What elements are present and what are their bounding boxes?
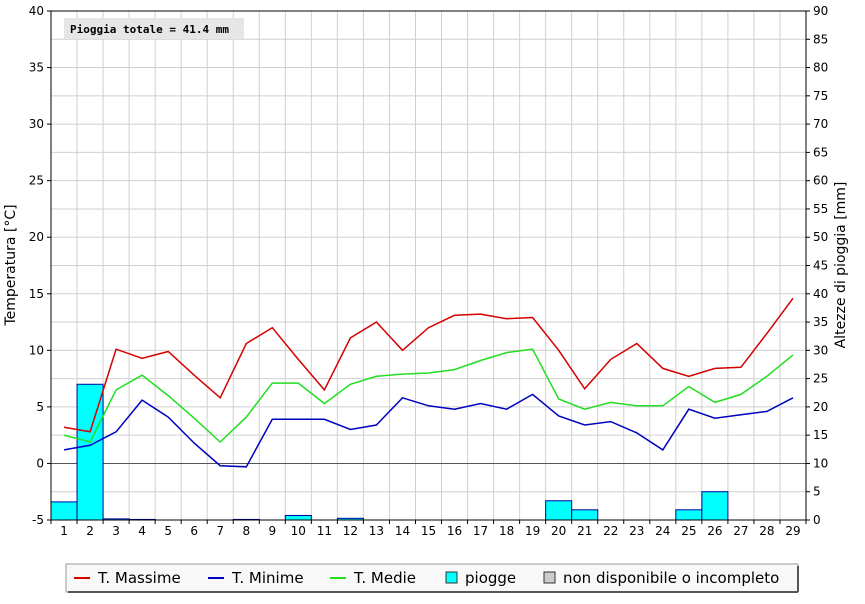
right-tick-label: 30 — [813, 343, 828, 357]
temperature-lines — [63, 297, 794, 468]
right-tick-label: 65 — [813, 145, 828, 159]
right-tick-label: 60 — [813, 174, 828, 188]
right-tick-label: 15 — [813, 428, 828, 442]
right-tick-label: 0 — [813, 513, 821, 527]
left-tick-label: 10 — [29, 343, 44, 357]
x-tick-label: 10 — [291, 524, 306, 538]
x-tick-label: 25 — [681, 524, 696, 538]
x-tick-label: 23 — [629, 524, 644, 538]
x-tick-label: 28 — [759, 524, 774, 538]
left-tick-label: 25 — [29, 174, 44, 188]
x-tick-label: 26 — [707, 524, 722, 538]
axes: -505101520253035400510152025303540455055… — [29, 4, 829, 538]
x-tick-label: 13 — [369, 524, 384, 538]
legend-label: T. Medie — [353, 569, 416, 587]
legend-swatch-box — [543, 571, 556, 584]
x-tick-label: 3 — [112, 524, 120, 538]
x-tick-label: 11 — [317, 524, 332, 538]
left-axis-title: Temperatura [°C] — [3, 204, 19, 326]
x-tick-label: 5 — [164, 524, 172, 538]
legend-label: T. Massime — [97, 569, 181, 587]
legend-label: non disponibile o incompleto — [563, 569, 779, 587]
series-line — [63, 297, 794, 433]
left-tick-label: 15 — [29, 287, 44, 301]
x-tick-label: 9 — [268, 524, 276, 538]
x-tick-label: 24 — [655, 524, 670, 538]
right-tick-label: 50 — [813, 230, 828, 244]
x-tick-label: 7 — [216, 524, 224, 538]
rain-bar — [50, 501, 78, 521]
series-line — [63, 348, 794, 444]
right-tick-label: 45 — [813, 259, 828, 273]
right-tick-label: 25 — [813, 372, 828, 386]
right-tick-label: 20 — [813, 400, 828, 414]
right-tick-label: 90 — [813, 4, 828, 18]
left-tick-label: -5 — [32, 513, 44, 527]
right-tick-label: 55 — [813, 202, 828, 216]
legend-swatch-box — [445, 571, 458, 584]
legend-label: piogge — [465, 569, 516, 587]
x-tick-label: 21 — [577, 524, 592, 538]
annotation-box: Pioggia totale = 41.4 mm — [64, 18, 244, 39]
x-tick-label: 19 — [525, 524, 540, 538]
right-tick-label: 80 — [813, 61, 828, 75]
x-tick-label: 14 — [395, 524, 410, 538]
right-axis-title: Altezze di pioggia [mm] — [833, 182, 849, 349]
x-tick-label: 22 — [603, 524, 618, 538]
x-tick-label: 4 — [138, 524, 146, 538]
x-tick-label: 15 — [421, 524, 436, 538]
right-tick-label: 10 — [813, 456, 828, 470]
right-tick-label: 5 — [813, 485, 821, 499]
rain-bar — [675, 509, 703, 521]
right-tick-label: 70 — [813, 117, 828, 131]
right-tick-label: 85 — [813, 32, 828, 46]
x-tick-label: 27 — [733, 524, 748, 538]
x-tick-label: 17 — [473, 524, 488, 538]
x-tick-label: 8 — [242, 524, 250, 538]
left-tick-label: 5 — [36, 400, 44, 414]
x-tick-label: 12 — [343, 524, 358, 538]
left-tick-label: 35 — [29, 61, 44, 75]
left-tick-label: 20 — [29, 230, 44, 244]
legend-label: T. Minime — [231, 569, 304, 587]
x-tick-label: 20 — [551, 524, 566, 538]
left-tick-label: 40 — [29, 4, 44, 18]
x-tick-label: 18 — [499, 524, 514, 538]
grid — [50, 10, 807, 521]
series-line — [63, 393, 794, 468]
right-tick-label: 75 — [813, 89, 828, 103]
total-rain-annotation: Pioggia totale = 41.4 mm — [70, 23, 229, 36]
rain-bar — [545, 500, 573, 521]
rain-bar — [571, 509, 599, 521]
x-tick-label: 1 — [60, 524, 68, 538]
right-tick-label: 40 — [813, 287, 828, 301]
rain-bar — [284, 514, 312, 521]
left-tick-label: 30 — [29, 117, 44, 131]
left-tick-label: 0 — [36, 456, 44, 470]
right-tick-label: 35 — [813, 315, 828, 329]
x-tick-label: 16 — [447, 524, 462, 538]
x-tick-label: 29 — [785, 524, 800, 538]
legend: T. Massime T. Minime T. Medie piogge non dis… — [65, 563, 799, 593]
x-tick-label: 6 — [190, 524, 198, 538]
rain-bar — [701, 491, 729, 521]
x-tick-label: 2 — [86, 524, 94, 538]
